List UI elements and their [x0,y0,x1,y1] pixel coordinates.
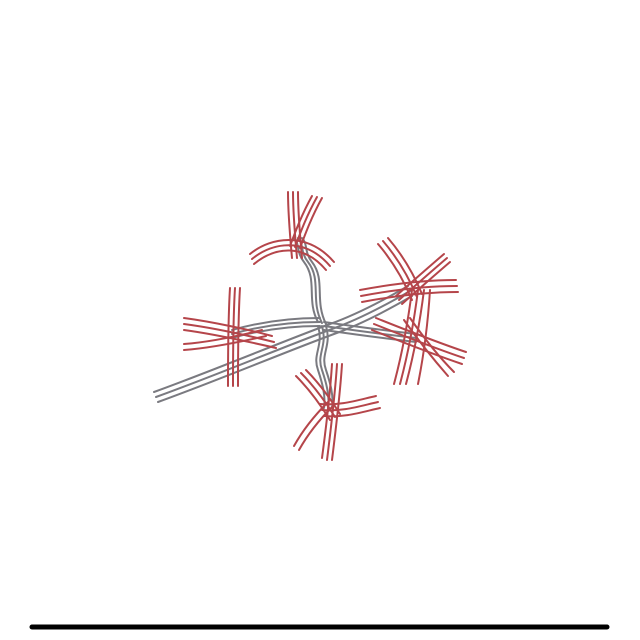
node-upper-right [359,237,459,305]
node-right [371,289,467,385]
node-left [183,287,277,387]
edge-long-diagonal [153,285,413,403]
node-top [249,191,335,271]
edge-center-to-right [323,321,417,343]
node-bottom [293,363,381,461]
